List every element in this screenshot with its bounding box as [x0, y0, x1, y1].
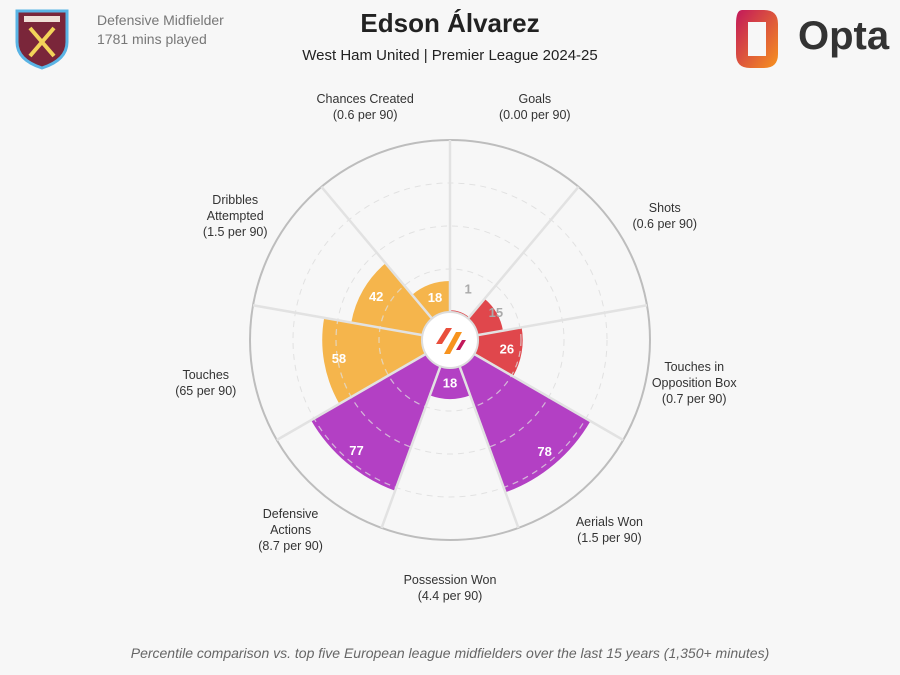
slice-divider	[477, 304, 648, 337]
slice	[429, 366, 471, 399]
slice-divider	[473, 352, 624, 442]
value-label: 1	[465, 282, 472, 297]
category-label: Touches in Opposition Box	[651, 360, 737, 391]
slice	[474, 327, 523, 377]
brand: Opta	[798, 14, 890, 58]
center-icon	[456, 340, 466, 350]
footnote: Percentile comparison vs. top five Europ…	[130, 645, 770, 661]
category-label: Shots	[648, 201, 681, 215]
per90-label: (0.00 per 90)	[499, 107, 571, 122]
value-label: 15	[489, 305, 503, 320]
slice	[459, 354, 591, 493]
slice-divider	[252, 304, 423, 337]
center-icon	[436, 328, 452, 344]
position: Defensive Midfielder	[97, 12, 224, 28]
category-label: Dribbles Attempted	[206, 193, 264, 223]
grid-circle	[335, 225, 565, 455]
chart-title: Edson Álvarez	[360, 8, 540, 38]
per90-label: (1.5 per 90)	[577, 530, 642, 545]
value-label: 42	[369, 289, 383, 304]
category-label: Possession Won	[403, 573, 497, 587]
minutes: 1781 mins played	[97, 31, 207, 47]
slice	[311, 354, 441, 491]
value-label: 77	[349, 443, 363, 458]
slice-divider	[276, 352, 427, 442]
slice	[467, 298, 503, 336]
per90-label: (4.4 per 90)	[417, 589, 483, 603]
slice-divider	[467, 185, 580, 320]
brand-icon	[736, 10, 778, 68]
category-label: Touches	[182, 368, 230, 383]
category-label: Aerials Won	[575, 514, 643, 529]
club-crest	[15, 9, 69, 70]
value-label: 18	[428, 290, 442, 305]
per90-label: (0.6 per 90)	[632, 217, 698, 231]
slice-divider	[458, 365, 520, 529]
center-badge	[421, 311, 479, 369]
slice	[322, 317, 426, 404]
per90-label: (8.7 per 90)	[258, 538, 323, 553]
chart-subtitle: West Ham United | Premier League 2024-25	[302, 47, 598, 64]
per90-label: (0.7 per 90)	[661, 392, 727, 407]
slice-divider	[320, 185, 433, 320]
slice	[412, 281, 450, 319]
category-label: Defensive Actions	[262, 506, 319, 537]
value-label: 26	[500, 341, 514, 356]
value-label: 78	[537, 444, 551, 459]
value-label: 58	[332, 351, 346, 366]
category-label: Goals	[518, 91, 552, 106]
center-icon	[444, 332, 462, 354]
per90-label: (0.6 per 90)	[332, 107, 398, 122]
per90-label: (65 per 90)	[175, 384, 237, 399]
per90-label: (1.5 per 90)	[202, 225, 268, 239]
category-label: Chances Created	[316, 91, 414, 106]
value-label: 18	[443, 375, 457, 390]
slice-divider	[380, 365, 442, 529]
